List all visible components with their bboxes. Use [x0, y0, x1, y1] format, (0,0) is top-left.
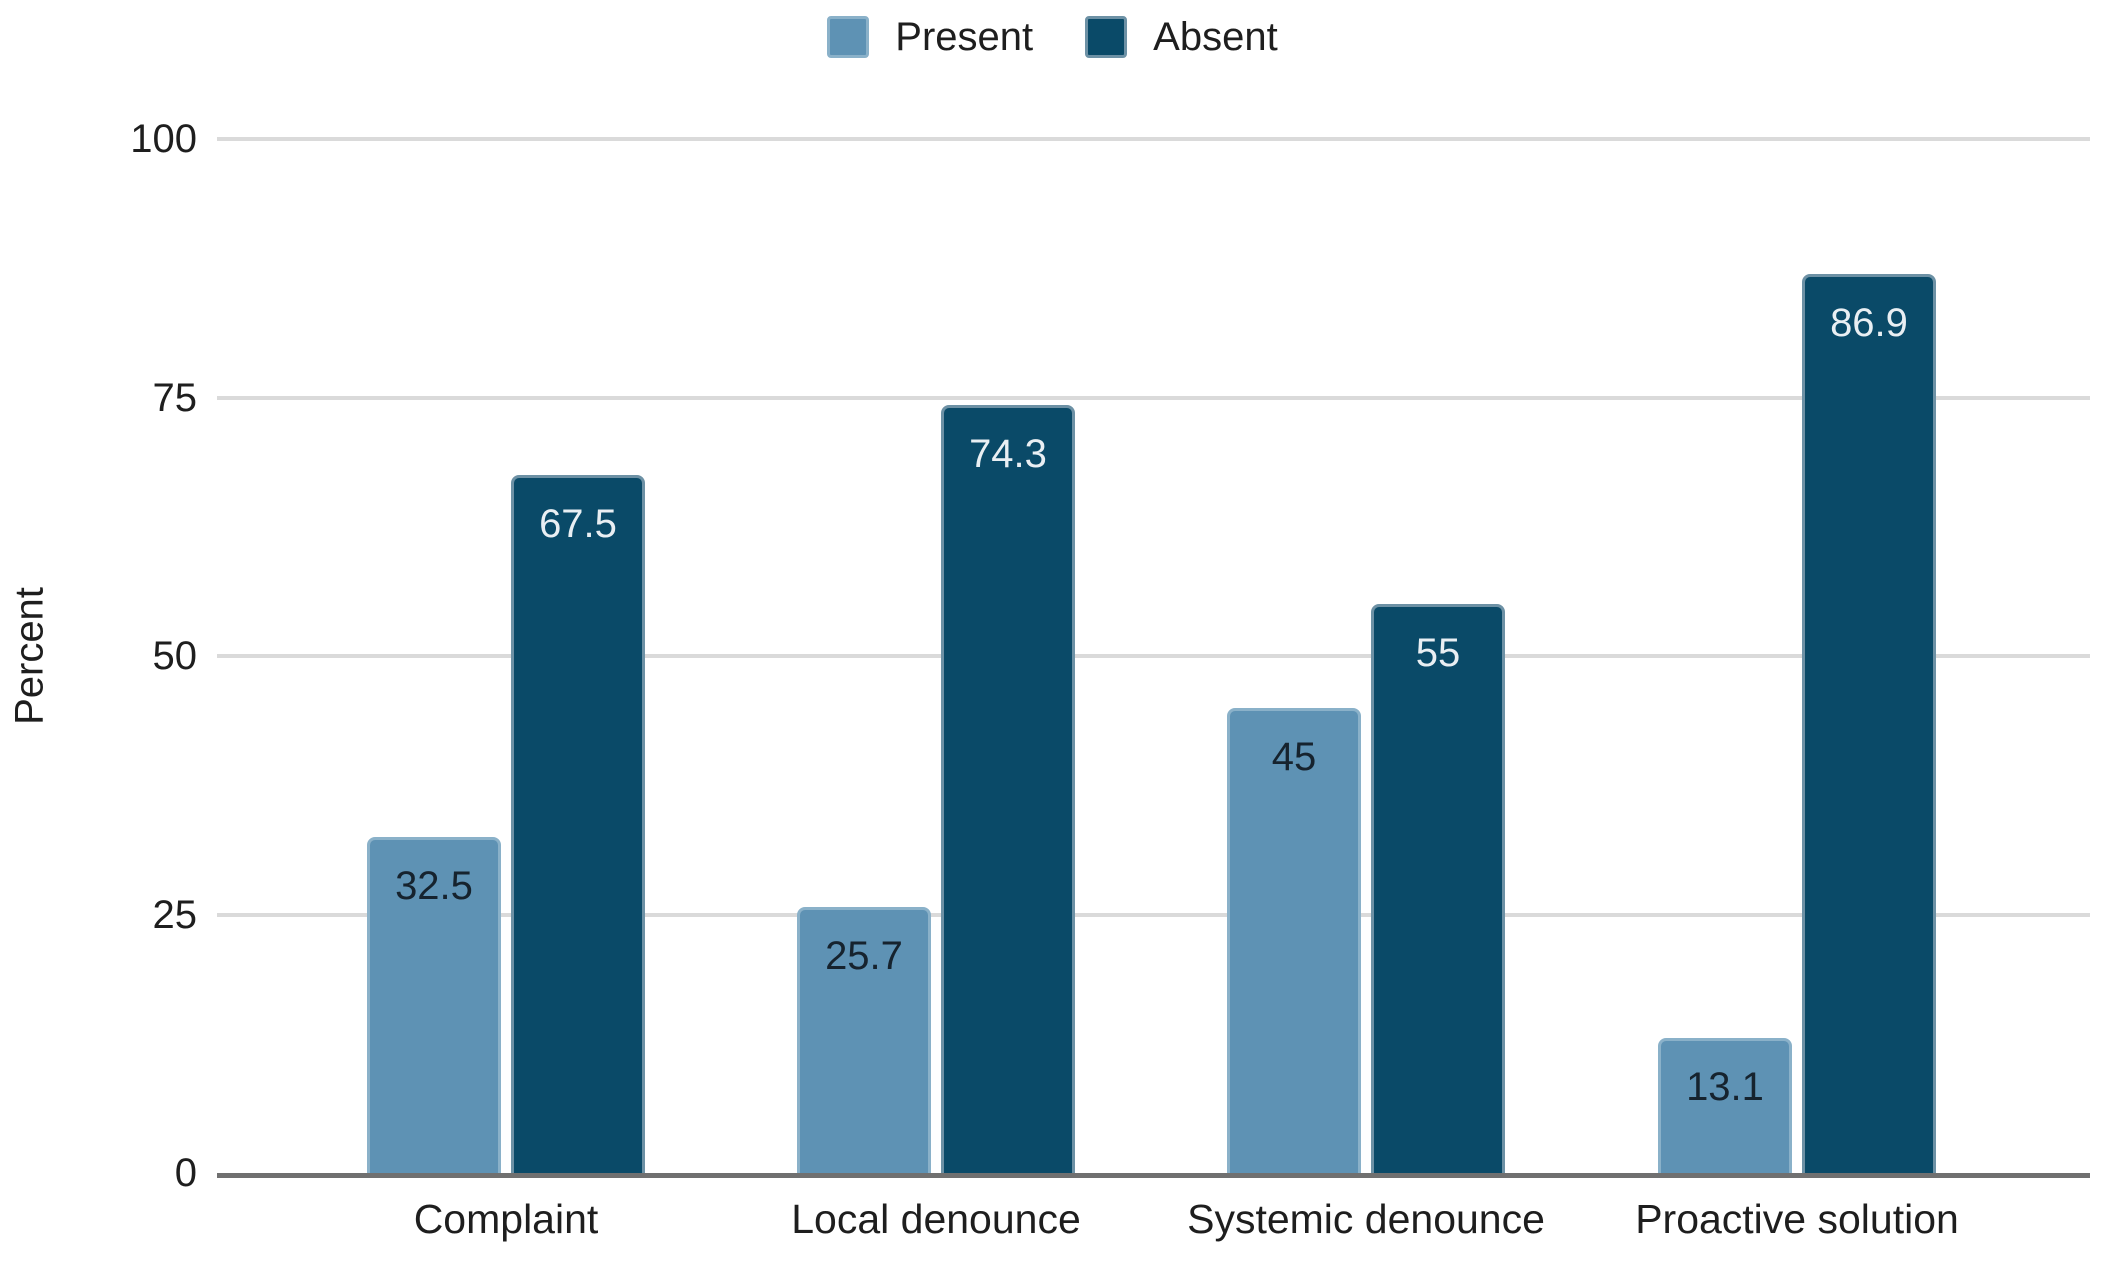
bar-value-label-present-complaint: 32.5: [395, 863, 473, 908]
chart-legend: Present Absent: [0, 14, 2105, 60]
bar-present-proactive-solution: 13.1: [1658, 1037, 1792, 1177]
bar-present-local-denounce: 25.7: [797, 907, 931, 1177]
legend-item-present: Present: [827, 14, 1033, 60]
gridline-25: [217, 912, 2090, 917]
legend-swatch-absent: [1085, 16, 1128, 58]
y-tick-label-100: 100: [130, 117, 197, 161]
bar-present-complaint: 32.5: [367, 836, 501, 1177]
bar-absent-systemic-denounce: 55: [1371, 604, 1505, 1177]
y-tick-label-50: 50: [152, 634, 198, 678]
gridline-100: [217, 137, 2090, 141]
bar-value-label-present-proactive-solution: 13.1: [1686, 1064, 1764, 1109]
legend-item-absent: Absent: [1085, 14, 1278, 60]
legend-label-present: Present: [895, 15, 1034, 59]
x-category-label-local-denounce: Local denounce: [791, 1196, 1081, 1242]
bar-value-label-absent-proactive-solution: 86.9: [1830, 301, 1908, 346]
legend-label-absent: Absent: [1153, 15, 1278, 59]
bar-absent-complaint: 67.5: [511, 475, 645, 1177]
bar-value-label-absent-complaint: 67.5: [539, 502, 617, 547]
bar-value-label-absent-local-denounce: 74.3: [969, 431, 1047, 476]
x-category-label-complaint: Complaint: [413, 1196, 599, 1242]
x-category-label-systemic-denounce: Systemic denounce: [1187, 1196, 1545, 1242]
y-tick-label-25: 25: [152, 892, 198, 937]
y-tick-label-75: 75: [152, 375, 198, 420]
bar-value-label-absent-systemic-denounce: 55: [1415, 631, 1461, 676]
bar-absent-local-denounce: 74.3: [941, 404, 1075, 1177]
gridline-75: [217, 395, 2090, 400]
y-tick-label-0: 0: [174, 1151, 197, 1195]
gridline-50: [217, 654, 2090, 658]
x-category-label-proactive-solution: Proactive solution: [1635, 1196, 1959, 1242]
bar-value-label-present-local-denounce: 25.7: [825, 934, 903, 979]
bar-present-systemic-denounce: 45: [1227, 707, 1361, 1177]
x-axis-baseline: [217, 1173, 2090, 1178]
bar-absent-proactive-solution: 86.9: [1802, 274, 1936, 1177]
bar-value-label-present-systemic-denounce: 45: [1271, 734, 1317, 779]
legend-swatch-present: [827, 16, 870, 58]
